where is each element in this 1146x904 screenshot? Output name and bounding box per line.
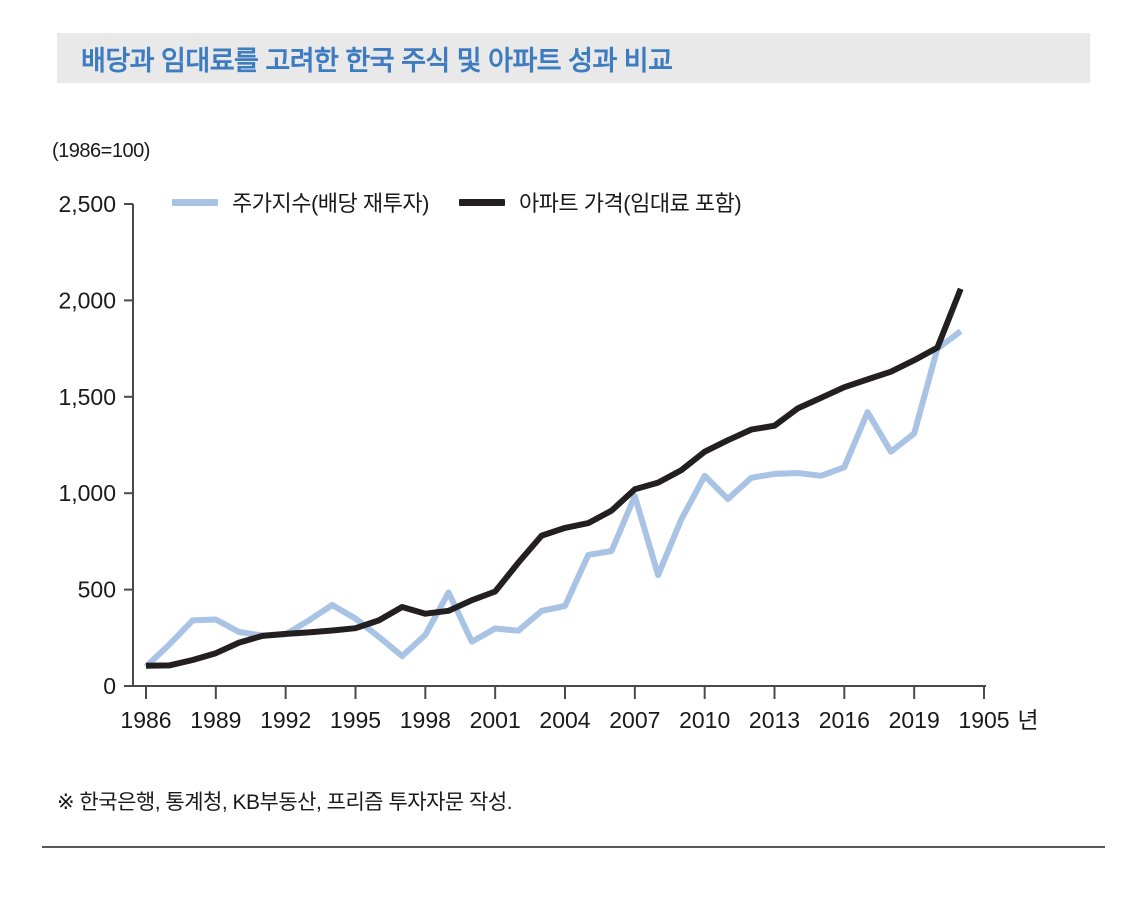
x-tick-label: 2010 xyxy=(679,707,730,733)
x-tick-label: 2001 xyxy=(470,707,521,733)
axis-unit-label: (1986=100) xyxy=(52,140,150,162)
x-tick-label: 1986 xyxy=(120,707,171,733)
x-tick-label: 1992 xyxy=(260,707,311,733)
x-axis-suffix-label: 년 xyxy=(1017,707,1038,733)
y-tick-label: 0 xyxy=(103,673,116,699)
y-tick-label: 2,500 xyxy=(58,191,116,217)
x-tick-label: 1998 xyxy=(400,707,451,733)
x-tick-label: 2019 xyxy=(889,707,940,733)
chart-legend: 주가지수(배당 재투자) 아파트 가격(임대료 포함) xyxy=(172,186,742,218)
y-tick-label: 1,000 xyxy=(58,480,116,506)
x-tick-label: 1995 xyxy=(330,707,381,733)
legend-item-stock: 주가지수(배당 재투자) xyxy=(172,186,429,218)
stock-line-swatch xyxy=(172,198,218,206)
title-banner: 배당과 임대료를 고려한 한국 주식 및 아파트 성과 비교 xyxy=(57,33,1090,83)
y-tick-label: 500 xyxy=(78,577,116,603)
x-tick-label: 2007 xyxy=(609,707,660,733)
y-tick-label: 1,500 xyxy=(58,384,116,410)
x-tick-label: 2013 xyxy=(749,707,800,733)
apartment-price-line xyxy=(145,287,964,669)
page-title: 배당과 임대료를 고려한 한국 주식 및 아파트 성과 비교 xyxy=(81,45,673,76)
y-tick-label: 2,000 xyxy=(58,287,116,313)
legend-item-apartment: 아파트 가격(임대료 포함) xyxy=(458,186,742,218)
x-tick-label: 2016 xyxy=(819,707,870,733)
apartment-line-swatch xyxy=(458,198,505,206)
bottom-divider-line xyxy=(42,846,1105,848)
x-tick-label: 1905 xyxy=(958,707,1009,733)
source-footnote: ※ 한국은행, 통계청, KB부동산, 프리즘 투자자문 작성. xyxy=(57,791,513,814)
legend-label-stock: 주가지수(배당 재투자) xyxy=(232,191,429,216)
x-tick-label: 1989 xyxy=(190,707,241,733)
legend-label-apartment: 아파트 가격(임대료 포함) xyxy=(518,191,742,216)
x-tick-label: 2004 xyxy=(539,707,590,733)
stock-index-line xyxy=(143,328,963,669)
